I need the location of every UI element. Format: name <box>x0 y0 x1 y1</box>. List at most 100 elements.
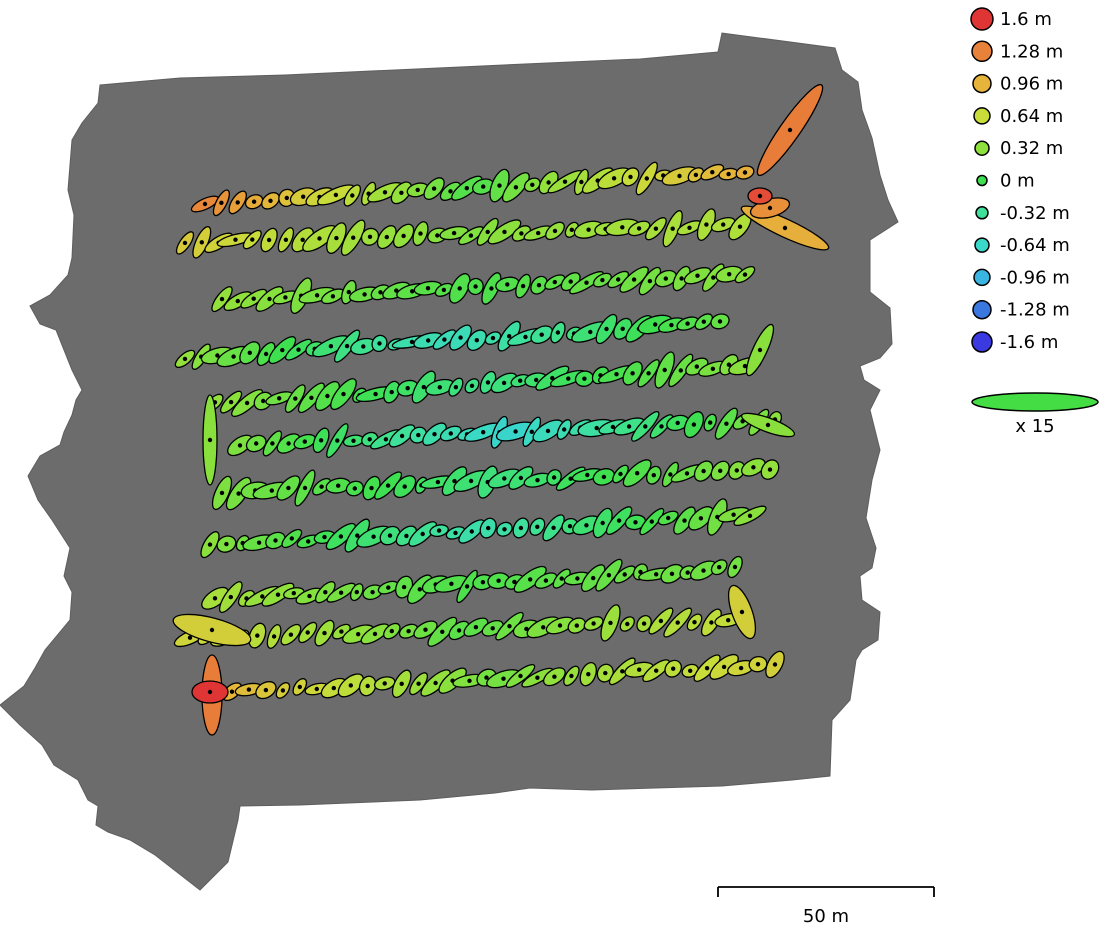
camera-center-dot <box>557 623 563 628</box>
camera-center-dot <box>405 386 410 391</box>
camera-center-dot <box>610 424 616 430</box>
camera-center-dot <box>502 527 507 532</box>
camera-center-dot <box>351 235 356 240</box>
legend-swatch <box>971 331 993 353</box>
legend-swatch <box>973 107 991 125</box>
camera-center-dot <box>416 681 421 686</box>
camera-center-dot <box>251 296 256 301</box>
camera-center-dot <box>317 236 322 241</box>
camera-center-dot <box>644 176 649 181</box>
camera-center-dot <box>675 620 680 625</box>
camera-center-dot <box>654 668 659 673</box>
camera-center-dot <box>473 284 478 289</box>
camera-center-dot <box>270 441 275 446</box>
camera-center-dot <box>339 629 344 634</box>
legend-label: -1.28 m <box>1000 300 1070 321</box>
camera-center-dot <box>630 371 635 376</box>
camera-center-dot <box>651 473 656 478</box>
camera-center-dot <box>468 233 474 238</box>
camera-center-dot <box>323 590 328 595</box>
camera-center-dot <box>616 277 621 282</box>
camera-center-dot <box>202 201 208 207</box>
camera-center-dot <box>246 687 252 692</box>
camera-center-dot <box>513 185 519 190</box>
camera-center-dot <box>291 591 296 596</box>
camera-center-dot <box>600 277 605 283</box>
camera-center-dot <box>377 341 382 346</box>
camera-center-dot <box>441 287 447 293</box>
camera-center-dot <box>421 384 426 390</box>
camera-center-dot <box>620 225 625 230</box>
camera-center-dot <box>338 590 344 595</box>
camera-center-dot <box>591 621 596 626</box>
camera-center-dot <box>671 666 676 671</box>
camera-center-dot <box>235 200 240 205</box>
camera-center-dot <box>318 438 324 443</box>
camera-center-dot <box>468 478 474 484</box>
camera-center-dot <box>709 620 714 625</box>
legend-label: 1.6 m <box>1000 9 1052 30</box>
camera-center-dot <box>501 676 506 681</box>
camera-center-dot <box>256 540 262 545</box>
camera-center-dot <box>453 385 459 390</box>
camera-center-dot <box>187 635 193 640</box>
camera-center-dot <box>669 322 674 328</box>
scale-factor-label: x 15 <box>1015 416 1054 437</box>
camera-center-dot <box>622 572 627 577</box>
camera-center-dot <box>584 280 589 285</box>
camera-center-dot <box>389 389 394 395</box>
camera-center-dot <box>646 371 651 376</box>
camera-center-dot <box>734 468 739 473</box>
camera-center-dot <box>207 542 213 547</box>
camera-center-dot <box>484 675 489 680</box>
camera-center-dot <box>209 627 215 633</box>
camera-center-dot <box>528 577 533 582</box>
camera-center-dot <box>437 385 442 390</box>
camera-center-dot <box>263 351 269 357</box>
camera-center-dot <box>283 237 289 242</box>
camera-center-dot <box>695 273 700 278</box>
legend-label: 0 m <box>1000 171 1035 192</box>
camera-center-dot <box>543 578 549 583</box>
camera-center-dot <box>685 321 690 326</box>
camera-center-dot <box>389 628 394 634</box>
camera-center-dot <box>367 234 373 239</box>
camera-center-dot <box>335 438 340 443</box>
camera-center-dot <box>536 230 541 236</box>
camera-center-dot <box>708 420 713 425</box>
camera-center-dot <box>584 523 589 528</box>
legend-swatch <box>972 299 992 320</box>
camera-center-dot <box>535 478 540 483</box>
camera-center-dot <box>490 626 495 631</box>
camera-center-dot <box>229 689 235 694</box>
camera-center-dot <box>669 571 675 576</box>
camera-center-dot <box>586 672 591 677</box>
camera-center-dot <box>199 240 204 245</box>
camera-center-dot <box>524 626 529 632</box>
camera-center-dot <box>559 576 564 581</box>
legend-label: 0.96 m <box>1000 74 1063 95</box>
camera-center-dot <box>765 422 771 428</box>
camera-center-dot <box>552 279 557 285</box>
camera-center-dot <box>485 380 491 385</box>
camera-center-dot <box>386 585 391 590</box>
camera-center-dot <box>568 279 573 284</box>
camera-center-dot <box>677 173 682 179</box>
camera-center-dot <box>435 479 441 485</box>
camera-center-dot <box>552 674 557 679</box>
camera-center-dot <box>212 596 218 601</box>
legend-label: -0.64 m <box>1000 235 1070 256</box>
camera-center-dot <box>480 580 486 585</box>
camera-center-dot <box>604 326 609 332</box>
camera-center-dot <box>467 678 472 683</box>
camera-center-dot <box>518 673 523 679</box>
camera-center-dot <box>338 534 344 539</box>
camera-center-dot <box>726 171 731 177</box>
camera-center-dot <box>523 334 528 340</box>
legend-swatch <box>976 174 988 187</box>
camera-center-dot <box>382 681 387 686</box>
camera-center-dot <box>641 621 647 626</box>
camera-center-dot <box>704 222 709 227</box>
camera-center-dot <box>469 383 475 388</box>
